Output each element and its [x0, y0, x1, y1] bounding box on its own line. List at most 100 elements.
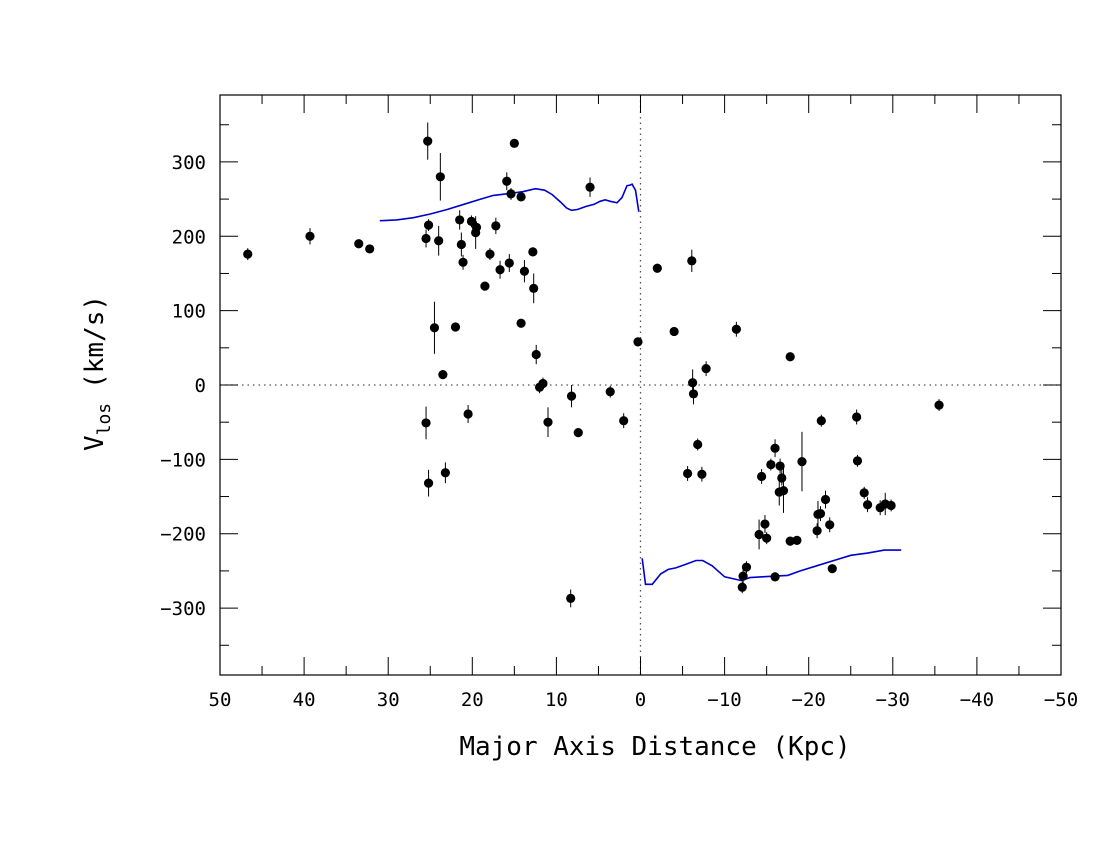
- y-tick-label: 0: [195, 375, 206, 397]
- x-tick-label: 30: [377, 689, 400, 711]
- data-point: [243, 249, 253, 259]
- x-tick-labels: 50 40 30 20 10 0 −10 −20 −30 −40 −50: [209, 689, 1079, 711]
- x-tick-label: 0: [635, 689, 646, 711]
- data-point: [886, 500, 896, 511]
- data-point: [506, 189, 516, 199]
- data-point: [652, 263, 662, 273]
- data-point: [421, 418, 431, 428]
- data-point: [737, 582, 747, 592]
- y-tick-labels: 300 200 100 0 −100 −200 −300: [160, 152, 206, 620]
- data-point: [852, 412, 862, 422]
- data-point: [429, 323, 440, 333]
- data-point: [778, 485, 789, 496]
- data-point: [423, 136, 433, 146]
- x-tick-label: 10: [545, 689, 568, 711]
- data-point: [669, 326, 679, 337]
- data-point: [770, 572, 780, 582]
- data-point: [697, 469, 707, 479]
- x-tick-label: −40: [960, 689, 994, 711]
- data-point: [450, 322, 461, 332]
- data-point: [812, 526, 822, 536]
- plot-frame: [219, 94, 1062, 676]
- data-point: [504, 258, 514, 268]
- data-point: [573, 427, 583, 438]
- x-tick-label: 50: [209, 689, 232, 711]
- data-point: [471, 227, 481, 238]
- data-point: [485, 249, 495, 259]
- model-curve-negative: [641, 549, 902, 586]
- data-point: [538, 378, 548, 389]
- data-point: [543, 417, 553, 427]
- data-point: [820, 494, 831, 505]
- model-curves: [379, 183, 902, 586]
- y-tick-label: −200: [160, 524, 206, 546]
- y-axis-label-units: (km/s): [80, 295, 110, 389]
- y-axis-label-main: V: [80, 435, 110, 451]
- y-tick-label: 300: [172, 152, 206, 174]
- data-point: [775, 461, 785, 471]
- data-point: [760, 519, 770, 529]
- x-axis-label: Major Axis Distance (Kpc): [459, 732, 850, 762]
- data-point: [605, 387, 615, 397]
- data-point: [785, 536, 795, 546]
- data-point: [458, 257, 468, 267]
- x-tick-label: −20: [792, 689, 826, 711]
- data-point: [862, 500, 873, 510]
- data-point: [825, 520, 835, 530]
- data-point: [688, 389, 699, 399]
- data-point: [827, 564, 837, 574]
- data-point: [619, 416, 629, 426]
- data-point: [934, 400, 944, 410]
- data-point: [693, 439, 703, 450]
- data-point: [633, 337, 643, 347]
- x-tick-label: −10: [707, 689, 741, 711]
- data-point: [682, 468, 693, 479]
- data-point: [701, 364, 711, 374]
- data-point: [528, 247, 538, 257]
- data-point: [777, 473, 787, 483]
- x-tick-label: −50: [1044, 689, 1078, 711]
- model-curve-positive: [379, 183, 640, 222]
- data-point: [741, 562, 752, 572]
- data-point: [738, 571, 748, 581]
- data-point: [566, 391, 577, 401]
- data-point: [354, 239, 364, 249]
- reference-lines: [220, 95, 1061, 675]
- data-point: [455, 215, 465, 225]
- data-point: [688, 378, 698, 388]
- x-tick-label: −30: [876, 689, 910, 711]
- data-point: [815, 509, 826, 519]
- data-point: [305, 231, 315, 241]
- data-point: [516, 318, 526, 328]
- data-point: [509, 138, 519, 148]
- data-point: [792, 535, 802, 546]
- data-point: [687, 256, 697, 266]
- data-point: [766, 459, 776, 470]
- data-point: [519, 266, 530, 276]
- data-point: [421, 233, 431, 244]
- y-axis-label-subscript: los: [94, 403, 115, 436]
- data-point: [531, 349, 541, 360]
- axis-ticks: [219, 95, 1062, 675]
- data-point: [516, 192, 526, 202]
- data-point: [529, 283, 539, 293]
- data-point: [816, 416, 826, 426]
- data-point: [456, 239, 466, 250]
- data-point: [757, 471, 767, 482]
- data-point: [859, 488, 869, 498]
- x-tick-label: 20: [461, 689, 484, 711]
- data-point: [480, 281, 490, 291]
- data-point: [365, 244, 375, 254]
- data-point: [491, 221, 501, 231]
- y-tick-label: 200: [172, 226, 206, 248]
- data-point: [423, 478, 434, 488]
- data-point: [463, 409, 473, 419]
- data-point: [502, 176, 512, 186]
- data-points: [243, 136, 944, 604]
- data-point: [435, 172, 445, 182]
- y-axis-label: Vlos (km/s): [80, 295, 115, 451]
- data-point: [438, 369, 448, 380]
- data-point: [440, 468, 450, 478]
- data-point: [852, 456, 863, 466]
